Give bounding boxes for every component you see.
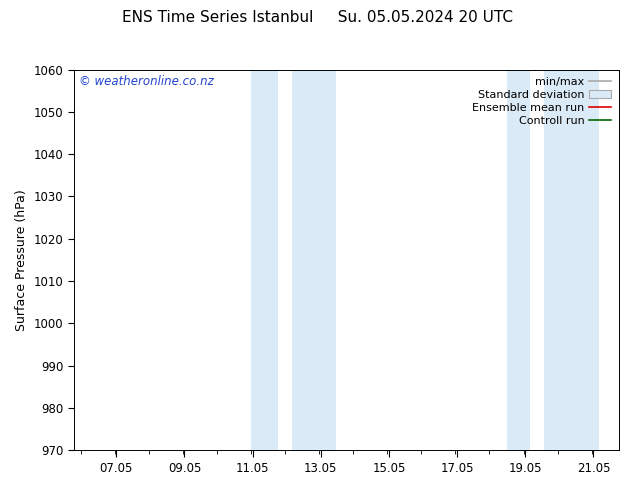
Text: © weatheronline.co.nz: © weatheronline.co.nz <box>79 75 214 88</box>
Bar <box>292 70 336 450</box>
Bar <box>507 70 531 450</box>
Text: ENS Time Series Istanbul     Su. 05.05.2024 20 UTC: ENS Time Series Istanbul Su. 05.05.2024 … <box>122 10 512 25</box>
Bar <box>251 70 278 450</box>
Legend: min/max, Standard deviation, Ensemble mean run, Controll run: min/max, Standard deviation, Ensemble me… <box>470 75 614 128</box>
Bar <box>544 70 598 450</box>
Y-axis label: Surface Pressure (hPa): Surface Pressure (hPa) <box>15 189 28 331</box>
